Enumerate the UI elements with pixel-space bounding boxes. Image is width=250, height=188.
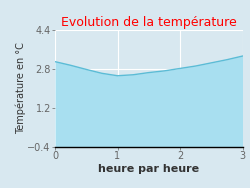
Y-axis label: Température en °C: Température en °C bbox=[16, 42, 26, 134]
X-axis label: heure par heure: heure par heure bbox=[98, 164, 199, 174]
Title: Evolution de la température: Evolution de la température bbox=[61, 16, 236, 29]
